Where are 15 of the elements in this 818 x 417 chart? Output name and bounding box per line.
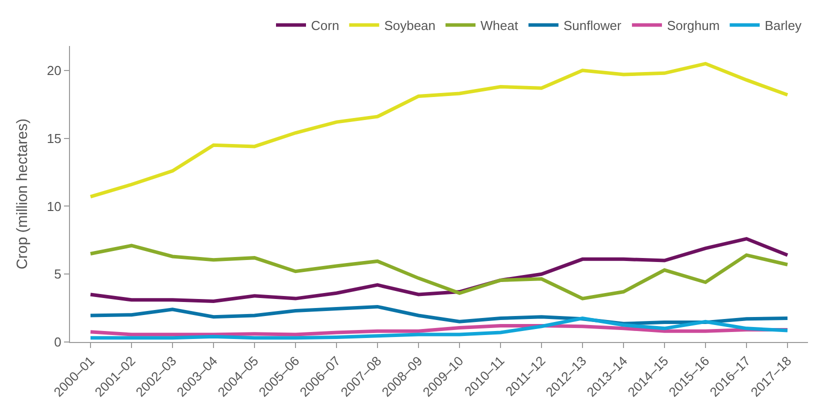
- y-tick-label: 0: [54, 334, 62, 350]
- line-series: [88, 324, 790, 336]
- y-axis-title: Crop (million hectares): [14, 118, 32, 270]
- line-series: [88, 316, 790, 340]
- legend-label: Sorghum: [666, 18, 720, 34]
- legend-label: Barley: [764, 18, 802, 34]
- y-tick-label: 15: [46, 130, 62, 146]
- legend-label: Sunflower: [563, 18, 622, 34]
- y-tick-label: 10: [46, 198, 62, 214]
- y-tick-label: 20: [46, 62, 62, 78]
- legend-label: Corn: [311, 18, 340, 34]
- legend-label: Soybean: [384, 18, 436, 34]
- legend-label: Wheat: [480, 18, 518, 34]
- line-series: [88, 62, 790, 198]
- y-tick-label: 5: [54, 266, 62, 282]
